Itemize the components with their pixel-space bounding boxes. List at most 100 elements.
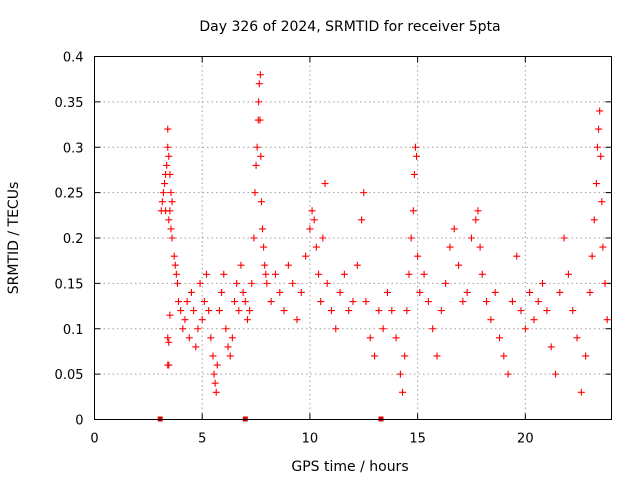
data-point bbox=[450, 225, 458, 233]
x-tick-label: 10 bbox=[302, 432, 319, 447]
data-point bbox=[312, 243, 320, 251]
data-point bbox=[175, 298, 183, 306]
data-point bbox=[165, 216, 173, 224]
data-point bbox=[165, 338, 173, 346]
data-point bbox=[158, 198, 166, 206]
data-point bbox=[317, 298, 325, 306]
data-point bbox=[403, 307, 411, 315]
data-point bbox=[226, 352, 234, 360]
x-axis-ticks: 0 5 10 15 20 bbox=[90, 56, 534, 447]
data-point bbox=[239, 288, 247, 296]
data-point bbox=[259, 225, 267, 233]
data-point bbox=[340, 270, 348, 278]
data-point bbox=[212, 388, 220, 396]
data-point bbox=[371, 352, 379, 360]
data-point bbox=[500, 352, 508, 360]
data-point bbox=[172, 270, 180, 278]
data-point bbox=[302, 252, 310, 260]
data-point bbox=[478, 270, 486, 278]
data-point bbox=[573, 334, 581, 342]
y-tick-label: 0.3 bbox=[63, 141, 84, 156]
x-tick-label: 20 bbox=[517, 432, 534, 447]
data-point bbox=[165, 361, 173, 369]
data-point bbox=[297, 288, 305, 296]
data-point bbox=[255, 98, 263, 106]
data-point bbox=[379, 325, 387, 333]
y-tick-label: 0.1 bbox=[63, 323, 84, 338]
y-tick-label: 0.25 bbox=[55, 187, 84, 202]
data-point bbox=[336, 288, 344, 296]
data-point bbox=[207, 334, 215, 342]
data-point bbox=[429, 325, 437, 333]
data-point bbox=[168, 234, 176, 242]
x-tick-label: 15 bbox=[409, 432, 426, 447]
data-point bbox=[166, 311, 174, 319]
y-tick-label: 0.05 bbox=[55, 368, 84, 383]
data-point bbox=[551, 370, 559, 378]
data-point bbox=[407, 234, 415, 242]
data-point bbox=[253, 143, 261, 151]
data-point bbox=[211, 379, 219, 387]
data-point bbox=[179, 325, 187, 333]
data-point bbox=[414, 252, 422, 260]
data-point bbox=[323, 279, 331, 287]
data-point bbox=[353, 261, 361, 269]
data-point bbox=[495, 334, 503, 342]
data-point bbox=[556, 288, 564, 296]
data-point bbox=[603, 316, 611, 324]
data-point bbox=[220, 270, 228, 278]
data-point bbox=[185, 334, 193, 342]
data-point bbox=[159, 189, 167, 197]
data-points bbox=[157, 71, 611, 396]
data-point bbox=[590, 216, 598, 224]
data-point bbox=[588, 252, 596, 260]
data-point bbox=[257, 198, 265, 206]
data-point bbox=[213, 361, 221, 369]
data-point bbox=[332, 325, 340, 333]
data-point bbox=[200, 298, 208, 306]
data-point bbox=[224, 343, 232, 351]
data-point bbox=[539, 279, 547, 287]
data-point bbox=[241, 298, 249, 306]
data-point bbox=[243, 316, 251, 324]
data-point bbox=[257, 152, 265, 160]
data-point bbox=[483, 298, 491, 306]
data-point bbox=[167, 189, 175, 197]
data-point bbox=[595, 125, 603, 133]
data-point bbox=[228, 334, 236, 342]
data-point bbox=[267, 298, 275, 306]
x-tick-label: 0 bbox=[90, 432, 98, 447]
data-point bbox=[392, 334, 400, 342]
data-point bbox=[593, 143, 601, 151]
data-point bbox=[252, 161, 260, 169]
data-point bbox=[383, 288, 391, 296]
data-point bbox=[261, 261, 269, 269]
data-point bbox=[582, 352, 590, 360]
data-point bbox=[416, 288, 424, 296]
data-point bbox=[467, 234, 475, 242]
data-point bbox=[424, 298, 432, 306]
data-point bbox=[222, 325, 230, 333]
data-point bbox=[289, 279, 297, 287]
y-tick-label: 0.4 bbox=[63, 51, 84, 66]
data-point bbox=[491, 288, 499, 296]
data-point bbox=[433, 352, 441, 360]
data-point bbox=[237, 261, 245, 269]
data-point bbox=[577, 388, 585, 396]
data-point bbox=[349, 298, 357, 306]
data-point bbox=[167, 225, 175, 233]
data-point bbox=[592, 180, 600, 188]
data-point bbox=[526, 288, 534, 296]
data-point bbox=[396, 370, 404, 378]
data-point bbox=[366, 334, 374, 342]
data-point bbox=[508, 298, 516, 306]
data-point bbox=[601, 279, 609, 287]
data-point bbox=[164, 125, 172, 133]
data-point bbox=[487, 316, 495, 324]
data-point bbox=[586, 288, 594, 296]
data-point bbox=[276, 288, 284, 296]
y-tick-label: 0.2 bbox=[63, 232, 84, 247]
data-point bbox=[310, 216, 318, 224]
data-point bbox=[321, 180, 329, 188]
